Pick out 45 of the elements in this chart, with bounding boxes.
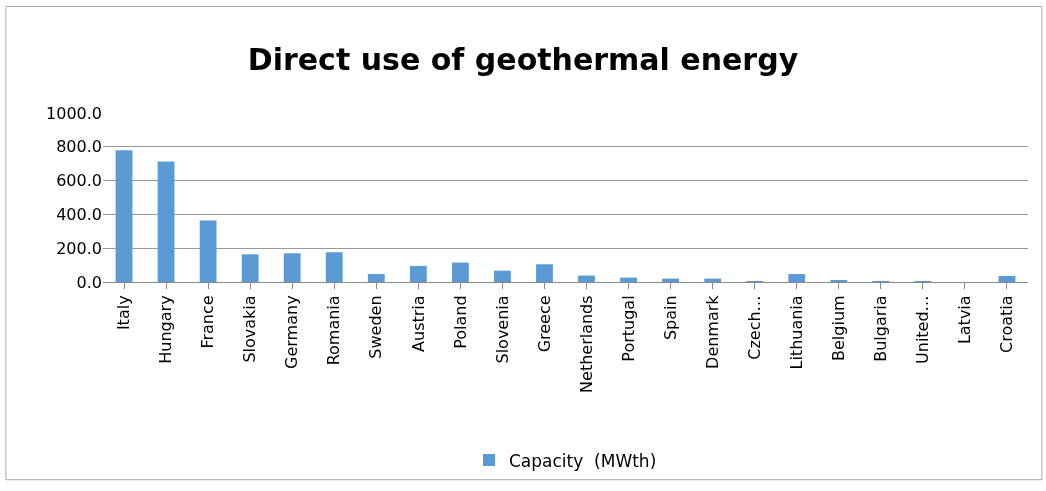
bar <box>283 253 301 282</box>
x-tick-label: Slovenia <box>492 295 512 364</box>
x-tick-label: Slovakia <box>240 295 260 363</box>
bar <box>536 264 553 282</box>
x-tick-label: Spain <box>660 295 680 341</box>
bar <box>620 277 637 282</box>
x-tick-label: Netherlands <box>576 295 596 393</box>
bar <box>241 254 259 282</box>
x-tick-label: Germany <box>282 295 302 369</box>
bar <box>451 262 469 282</box>
x-tick-label: Sweden <box>366 295 386 359</box>
x-tick-label: France <box>198 295 218 349</box>
bar <box>409 265 427 282</box>
bar <box>325 252 343 282</box>
x-tick-label: Bulgaria <box>871 295 891 362</box>
legend-label: Capacity (MWth) <box>509 450 657 471</box>
bar <box>788 274 806 282</box>
y-tick-label: 400.0 <box>56 205 102 224</box>
y-tick-label: 1000.0 <box>46 103 102 123</box>
y-tick-label: 200.0 <box>56 238 102 258</box>
x-tick-label: Denmark <box>702 294 722 369</box>
bar <box>115 150 133 282</box>
y-tick-label: 600.0 <box>56 171 102 191</box>
x-tick-label: Latvia <box>955 295 975 345</box>
x-tick-label: Italy <box>114 295 134 331</box>
x-tick-label: Greece <box>534 295 554 353</box>
chart-title: Direct use of geothermal energy <box>247 42 799 78</box>
bar <box>367 274 385 282</box>
x-tick-label: Lithuania <box>786 295 806 370</box>
x-tick-label: Hungary <box>156 295 176 364</box>
bar <box>578 275 595 282</box>
x-tick-label: United… <box>913 295 933 364</box>
bar <box>157 161 175 282</box>
x-tick-label: Czech… <box>744 295 764 360</box>
x-tick-label: Romania <box>324 295 344 366</box>
x-tick-label: Portugal <box>618 295 638 362</box>
x-tick-label: Poland <box>450 295 470 349</box>
x-tick-label: Croatia <box>997 295 1017 353</box>
bar <box>494 270 511 282</box>
x-tick-label: Belgium <box>829 295 848 361</box>
y-tick-label: 800.0 <box>56 137 102 157</box>
bar <box>998 275 1016 282</box>
x-tick-label: Austria <box>408 295 428 352</box>
y-tick-label: 0.0 <box>76 272 102 292</box>
bar <box>199 220 217 282</box>
